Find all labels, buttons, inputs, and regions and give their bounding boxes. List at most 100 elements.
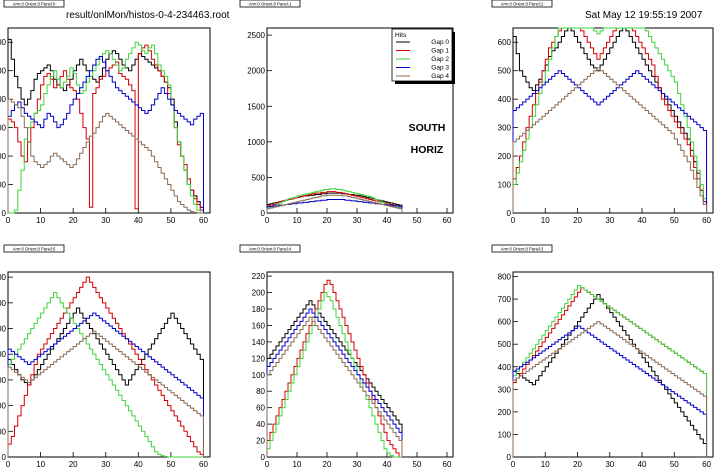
x-tick-label: 20 (573, 216, 582, 225)
panel-title-box (491, 0, 553, 8)
panel-title: Arm:0 Orient:0 Panel:3 (501, 247, 544, 252)
series-gap-4 (266, 316, 403, 457)
legend-entry: Gap 2 (431, 56, 449, 63)
x-tick-label: 50 (413, 216, 422, 225)
x-tick-label: 40 (134, 460, 143, 469)
series-gap-0 (7, 307, 204, 457)
y-tick-label: 180 (252, 305, 266, 314)
y-tick-label: 400 (0, 350, 7, 359)
y-tick-label: 100 (0, 181, 7, 190)
y-tick-label: 0 (2, 453, 7, 462)
file-path-label: result/onlMon/histos-0-4-234463.root (66, 10, 230, 21)
series-gap-3 (7, 55, 204, 213)
panel-title: Arm:0 Orient:0 Panel:0 (13, 2, 56, 7)
x-tick-label: 50 (166, 460, 175, 469)
series-gap-4 (266, 194, 403, 213)
annotation-south: SOUTH (409, 122, 446, 134)
panel-frame (512, 27, 714, 214)
series-gap-1 (7, 276, 204, 457)
panel-title-box (239, 0, 301, 8)
x-tick-label: 40 (134, 216, 143, 225)
legend-box (391, 28, 453, 82)
y-tick-label: 600 (498, 38, 512, 47)
y-tick-label: 400 (498, 363, 512, 372)
y-tick-label: 100 (498, 181, 512, 190)
x-tick-label: 0 (511, 460, 516, 469)
x-tick-label: 0 (265, 216, 270, 225)
series-gap-1 (512, 27, 708, 213)
y-tick-label: 500 (0, 67, 7, 76)
series-gap-0 (512, 294, 708, 457)
panel-title: Arm:0 Orient:0 Panel:5 (13, 247, 56, 252)
y-tick-label: 100 (252, 371, 266, 380)
series-gap-2 (266, 292, 402, 458)
x-tick-label: 30 (353, 216, 362, 225)
y-tick-label: 200 (0, 152, 7, 161)
x-tick-label: 0 (6, 460, 11, 469)
x-tick-label: 20 (573, 460, 582, 469)
x-tick-label: 40 (638, 460, 647, 469)
x-tick-label: 40 (383, 460, 392, 469)
y-tick-label: 500 (498, 67, 512, 76)
y-tick-label: 600 (0, 299, 7, 308)
series-gap-0 (266, 192, 403, 213)
y-tick-label: 200 (252, 289, 266, 298)
x-tick-label: 20 (69, 216, 78, 225)
x-tick-label: 30 (605, 216, 614, 225)
y-tick-label: 700 (498, 295, 512, 304)
y-tick-label: 200 (498, 152, 512, 161)
y-tick-label: 100 (498, 430, 512, 439)
y-tick-label: 200 (498, 408, 512, 417)
x-tick-label: 20 (69, 460, 78, 469)
series-gap-4 (7, 98, 204, 214)
x-tick-label: 60 (443, 216, 452, 225)
x-tick-label: 60 (199, 216, 208, 225)
series-gap-3 (512, 70, 708, 213)
x-tick-label: 60 (702, 460, 711, 469)
panel-title-box (239, 244, 301, 253)
y-tick-label: 300 (498, 385, 512, 394)
series-gap-2 (8, 41, 204, 214)
series-gap-2 (266, 188, 403, 213)
y-tick-label: 20 (256, 437, 265, 446)
y-tick-label: 1500 (247, 102, 265, 111)
x-tick-label: 50 (670, 216, 679, 225)
x-tick-label: 50 (166, 216, 175, 225)
y-tick-label: 800 (498, 273, 512, 282)
panel-title: Arm:0 Orient:0 Panel:4 (249, 247, 292, 252)
panel-frame (266, 27, 454, 214)
series-gap-2 (7, 292, 204, 458)
x-tick-label: 60 (702, 216, 711, 225)
series-gap-4 (7, 330, 204, 457)
x-tick-label: 20 (323, 460, 332, 469)
x-tick-label: 60 (443, 460, 452, 469)
y-tick-label: 500 (0, 325, 7, 334)
y-tick-label: 0 (261, 453, 266, 462)
x-tick-label: 0 (265, 460, 270, 469)
y-tick-label: 0 (507, 209, 512, 218)
datetime-label: Sat May 12 19:55:19 2007 (585, 10, 703, 21)
y-tick-label: 0 (507, 453, 512, 462)
x-tick-label: 60 (199, 460, 208, 469)
x-tick-label: 40 (638, 216, 647, 225)
series-gap-0 (266, 300, 403, 457)
series-gap-0 (512, 27, 708, 213)
y-tick-label: 500 (252, 173, 266, 182)
x-tick-label: 10 (36, 460, 45, 469)
y-tick-label: 100 (0, 427, 7, 436)
y-tick-label: 600 (498, 318, 512, 327)
series-gap-2 (512, 285, 708, 457)
x-tick-label: 20 (323, 216, 332, 225)
x-tick-label: 0 (511, 216, 516, 225)
x-tick-label: 0 (6, 216, 11, 225)
series-gap-4 (512, 67, 708, 213)
x-tick-label: 40 (383, 216, 392, 225)
series-gap-3 (266, 198, 403, 213)
panel-title-box (3, 0, 65, 8)
panel-title-box (3, 244, 65, 253)
y-tick-label: 0 (261, 209, 266, 218)
y-tick-label: 300 (0, 376, 7, 385)
x-tick-label: 10 (541, 460, 550, 469)
y-tick-label: 2000 (247, 67, 265, 76)
